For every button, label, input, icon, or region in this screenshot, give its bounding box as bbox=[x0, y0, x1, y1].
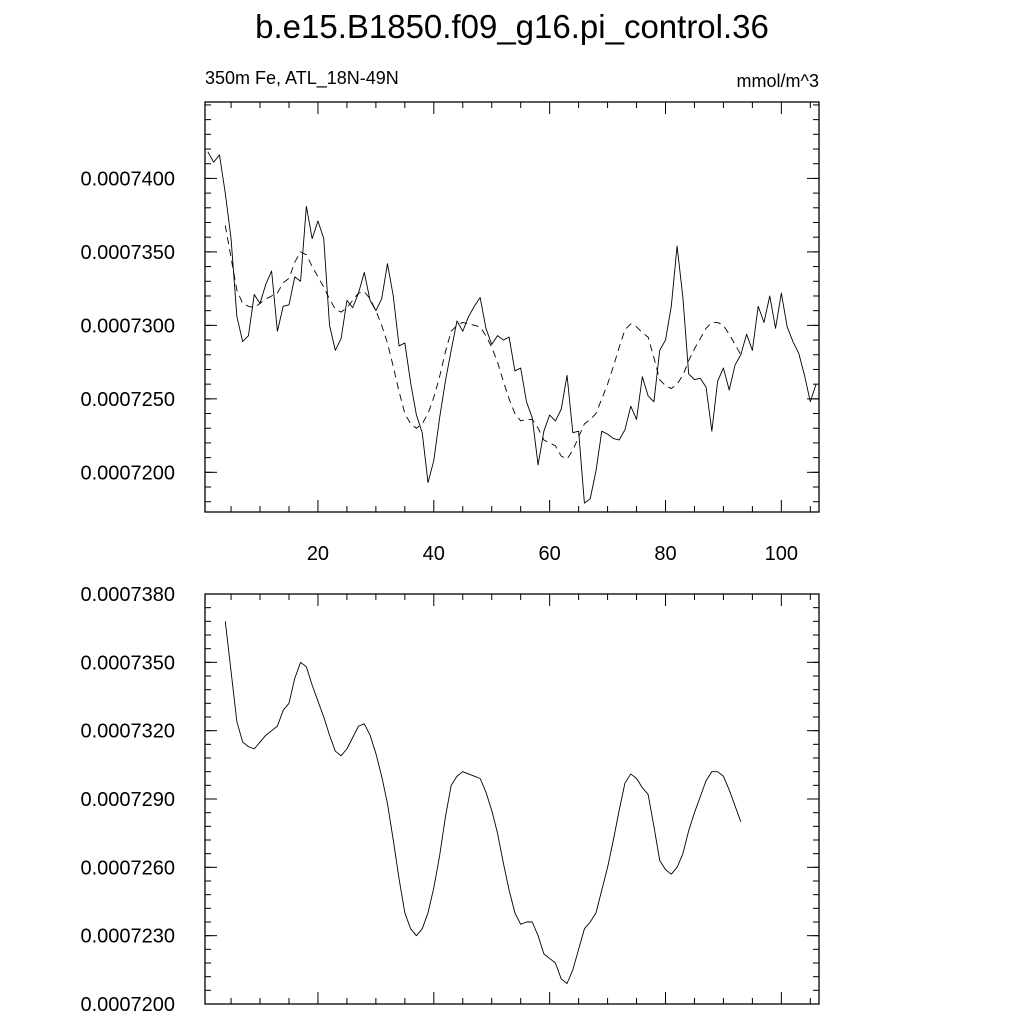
top-panel-units-label: mmol/m^3 bbox=[737, 71, 819, 91]
bottom-plot-layer: 0.0007200 0.0007230 0.0007260 0.0007290 0.00… bbox=[80, 584, 819, 1016]
top-y-tick-label: 0.0007300 bbox=[80, 315, 175, 337]
top-y-tick-label: 0.0007250 bbox=[80, 389, 175, 411]
bottom-y-tick-label: 0.0007230 bbox=[80, 926, 175, 948]
top-y-tick-label: 0.0007350 bbox=[80, 242, 175, 264]
bottom-y-tick-label: 0.0007320 bbox=[80, 721, 175, 743]
bottom-y-tick-label: 0.0007290 bbox=[80, 789, 175, 811]
bottom-y-tick-label: 0.0007350 bbox=[80, 652, 175, 674]
top-x-tick-label: 100 bbox=[765, 543, 798, 565]
bottom-panel: 0.0007200 0.0007230 0.0007260 0.0007290 0.00… bbox=[80, 584, 820, 1016]
bottom-y-tick-label: 0.0007200 bbox=[80, 994, 175, 1016]
bottom-series-line bbox=[224, 621, 742, 984]
top-panel: 350m Fe, ATL_18N-49N mmol/m^3 0.00072000… bbox=[80, 68, 820, 565]
top-x-tick-label: 60 bbox=[539, 543, 561, 565]
top-series-smoothed-line bbox=[224, 225, 742, 460]
top-plot-frame bbox=[204, 101, 820, 513]
top-x-tick-label: 80 bbox=[654, 543, 676, 565]
top-panel-left-label: 350m Fe, ATL_18N-49N bbox=[205, 68, 399, 89]
top-series-line bbox=[207, 151, 817, 504]
bottom-plot-frame bbox=[204, 593, 820, 1005]
figure-title: b.e15.B1850.f09_g16.pi_control.36 bbox=[255, 8, 769, 45]
top-x-tick-label: 40 bbox=[423, 543, 445, 565]
top-x-tick-label: 20 bbox=[307, 543, 329, 565]
top-plot-layer: 0.0007200 0.0007250 0.0007300 0.0007350 0.00… bbox=[80, 102, 819, 565]
top-y-tick-label: 0.0007400 bbox=[80, 168, 175, 190]
bottom-y-tick-label: 0.0007260 bbox=[80, 857, 175, 879]
bottom-y-tick-label: 0.0007380 bbox=[80, 584, 175, 606]
top-y-tick-label: 0.0007200 bbox=[80, 462, 175, 484]
